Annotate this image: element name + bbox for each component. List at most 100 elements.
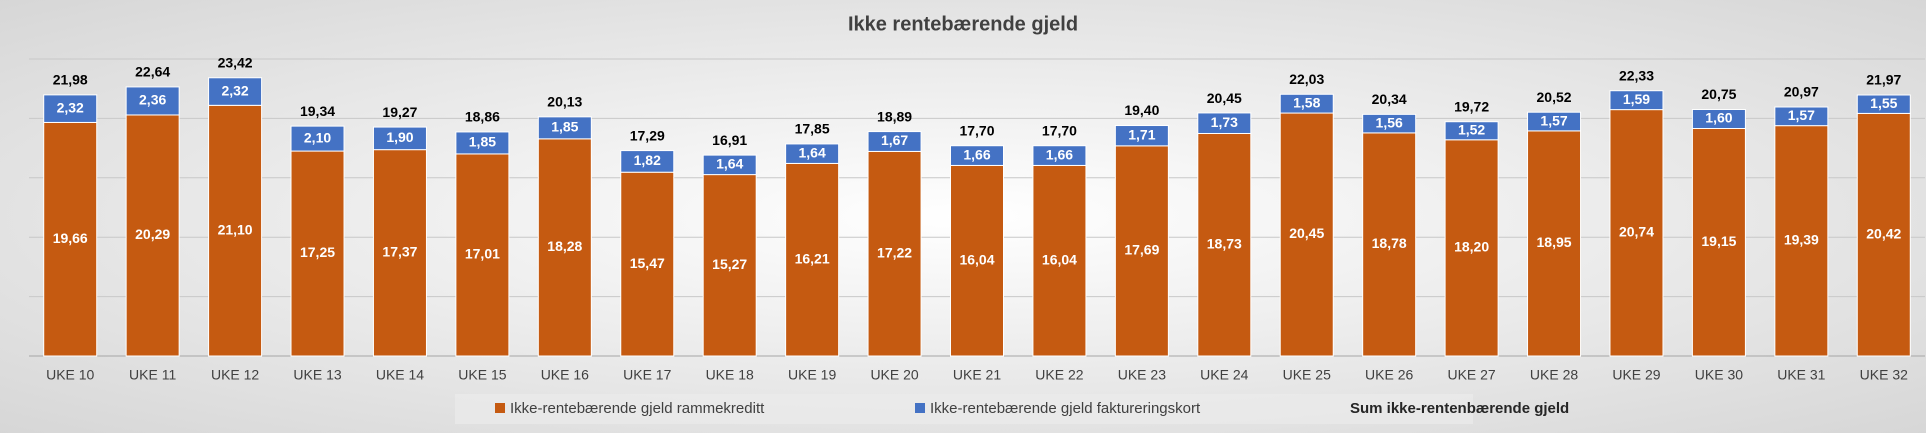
legend-swatch <box>495 403 505 413</box>
total-label: 21,97 <box>1866 72 1901 88</box>
total-label: 18,86 <box>465 109 500 125</box>
bar-segment <box>1691 108 1746 129</box>
data-label: 1,64 <box>716 156 743 172</box>
bar-segment <box>455 131 510 155</box>
x-tick-label: UKE 18 <box>706 367 754 383</box>
data-label: 17,37 <box>382 244 417 260</box>
data-label: 1,59 <box>1623 91 1650 107</box>
x-tick-label: UKE 30 <box>1695 367 1743 383</box>
x-tick-label: UKE 22 <box>1035 367 1083 383</box>
x-tick-label: UKE 23 <box>1118 367 1166 383</box>
data-label: 1,82 <box>634 152 661 168</box>
x-tick-label: UKE 27 <box>1447 367 1495 383</box>
total-label: 20,13 <box>547 94 582 110</box>
total-label: 20,34 <box>1372 91 1407 107</box>
total-label: 19,40 <box>1124 102 1159 118</box>
total-label: 20,75 <box>1701 86 1736 102</box>
data-label: 18,95 <box>1537 234 1572 250</box>
data-label: 19,15 <box>1701 233 1736 249</box>
data-label: 18,20 <box>1454 239 1489 255</box>
x-tick-label: UKE 31 <box>1777 367 1825 383</box>
data-label: 1,57 <box>1540 112 1567 128</box>
x-tick-label: UKE 15 <box>458 367 506 383</box>
bar-segment <box>950 145 1004 166</box>
bar-segment <box>455 153 510 357</box>
data-label: 1,56 <box>1376 114 1403 130</box>
bar-segment <box>1197 112 1252 134</box>
bar-segment <box>1032 164 1087 357</box>
data-label: 17,25 <box>300 244 335 260</box>
total-label: 19,27 <box>382 104 417 120</box>
bar-segment <box>1114 125 1169 147</box>
total-label: 18,89 <box>877 108 912 124</box>
total-label: 16,91 <box>712 132 747 148</box>
bar-segment <box>1527 111 1582 132</box>
total-label: 20,97 <box>1784 84 1819 100</box>
bar-segment <box>620 171 675 357</box>
data-label: 1,60 <box>1705 110 1732 126</box>
data-label: 1,64 <box>799 144 826 160</box>
chart-title: Ikke rentebærende gjeld <box>848 13 1078 35</box>
data-label: 1,66 <box>1046 146 1073 162</box>
data-label: 15,27 <box>712 256 747 272</box>
x-tick-label: UKE 12 <box>211 367 259 383</box>
bar-segment <box>1444 121 1499 141</box>
total-label: 21,98 <box>53 72 88 88</box>
data-label: 2,36 <box>139 92 166 108</box>
bar-segment <box>125 114 180 357</box>
total-label: 17,70 <box>1042 122 1077 138</box>
data-label: 17,22 <box>877 244 912 260</box>
data-label: 1,57 <box>1788 107 1815 123</box>
total-label: 17,29 <box>630 127 665 143</box>
bar-segment <box>1444 139 1499 357</box>
x-tick-label: UKE 13 <box>293 367 341 383</box>
data-label: 17,69 <box>1124 242 1159 258</box>
bar-segment <box>1279 93 1334 114</box>
data-label: 1,52 <box>1458 121 1485 137</box>
bar-segment <box>1362 113 1417 134</box>
bar-segment <box>620 150 675 173</box>
bar-segment <box>1032 145 1087 166</box>
data-label: 2,32 <box>57 99 84 115</box>
x-tick-label: UKE 25 <box>1283 367 1331 383</box>
bar-segment <box>372 126 427 151</box>
total-label: 22,03 <box>1289 71 1324 87</box>
x-tick-label: UKE 19 <box>788 367 836 383</box>
data-label: 16,04 <box>1042 251 1077 267</box>
data-label: 16,04 <box>959 251 994 267</box>
total-label: 19,34 <box>300 103 335 119</box>
data-label: 20,29 <box>135 226 170 242</box>
data-label: 2,32 <box>221 82 248 98</box>
legend-label: Sum ikke-rentenbærende gjeld <box>1350 400 1569 417</box>
x-tick-label: UKE 10 <box>46 367 94 383</box>
data-label: 1,66 <box>963 146 990 162</box>
x-tick-label: UKE 14 <box>376 367 424 383</box>
total-label: 17,85 <box>795 121 830 137</box>
x-tick-label: UKE 21 <box>953 367 1001 383</box>
x-tick-label: UKE 32 <box>1860 367 1908 383</box>
data-label: 1,71 <box>1128 126 1155 142</box>
data-label: 17,01 <box>465 246 500 262</box>
bar-segment <box>1774 125 1829 357</box>
data-label: 1,85 <box>551 119 578 135</box>
data-label: 20,42 <box>1866 225 1901 241</box>
bar-segment <box>537 138 592 357</box>
data-label: 15,47 <box>630 255 665 271</box>
total-label: 20,45 <box>1207 90 1242 106</box>
legend-swatch <box>915 403 925 413</box>
bar-segment <box>208 77 263 106</box>
data-label: 1,85 <box>469 134 496 150</box>
x-tick-label: UKE 11 <box>129 367 176 383</box>
bar-segment <box>702 154 757 176</box>
data-label: 18,78 <box>1372 235 1407 251</box>
bar-segment <box>372 149 427 357</box>
data-label: 1,73 <box>1211 114 1238 130</box>
total-label: 20,52 <box>1537 89 1572 105</box>
data-label: 2,10 <box>304 129 331 145</box>
total-label: 17,70 <box>959 122 994 138</box>
data-label: 19,39 <box>1784 232 1819 248</box>
bar-segment <box>950 164 1004 357</box>
bar-segment <box>785 143 840 164</box>
x-tick-label: UKE 26 <box>1365 367 1413 383</box>
bar-segment <box>1279 112 1334 357</box>
